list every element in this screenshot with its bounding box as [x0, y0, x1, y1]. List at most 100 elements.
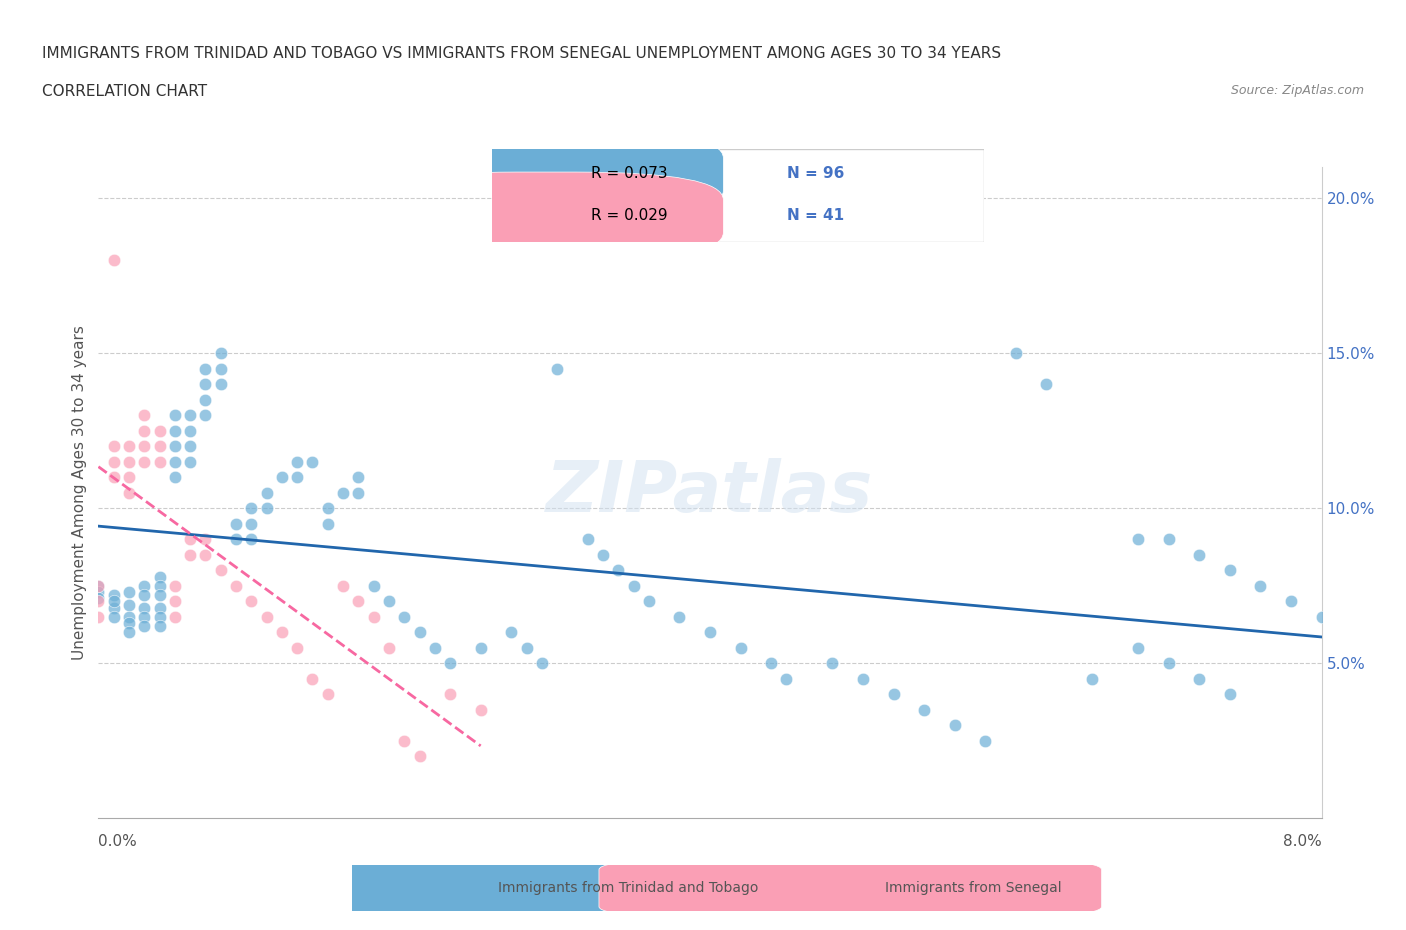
- Point: [103, 594, 125, 609]
- Point: [546, 362, 568, 377]
- Point: [316, 687, 339, 702]
- Point: [134, 455, 156, 470]
- Text: N = 41: N = 41: [787, 208, 845, 223]
- FancyBboxPatch shape: [492, 149, 984, 242]
- Point: [103, 439, 125, 454]
- Point: [194, 377, 217, 392]
- Point: [1219, 687, 1241, 702]
- Point: [592, 548, 614, 563]
- FancyBboxPatch shape: [368, 172, 723, 260]
- Point: [103, 600, 125, 615]
- Point: [149, 423, 172, 438]
- Point: [240, 516, 263, 531]
- Point: [118, 470, 141, 485]
- Point: [134, 578, 156, 593]
- Point: [103, 470, 125, 485]
- Point: [149, 588, 172, 603]
- Point: [423, 641, 446, 656]
- Point: [225, 578, 247, 593]
- Point: [149, 600, 172, 615]
- Point: [194, 532, 217, 547]
- Point: [1157, 656, 1180, 671]
- Point: [363, 609, 385, 624]
- Point: [134, 439, 156, 454]
- Point: [439, 687, 461, 702]
- Point: [225, 516, 247, 531]
- Text: CORRELATION CHART: CORRELATION CHART: [42, 84, 207, 99]
- Point: [149, 439, 172, 454]
- Point: [1310, 609, 1333, 624]
- Point: [118, 616, 141, 631]
- Point: [759, 656, 782, 671]
- Point: [316, 501, 339, 516]
- Point: [134, 408, 156, 423]
- Point: [87, 594, 110, 609]
- Point: [256, 501, 278, 516]
- Point: [134, 609, 156, 624]
- FancyBboxPatch shape: [599, 856, 1102, 921]
- Point: [1128, 641, 1150, 656]
- Point: [530, 656, 553, 671]
- Point: [179, 423, 201, 438]
- Text: Source: ZipAtlas.com: Source: ZipAtlas.com: [1230, 84, 1364, 97]
- Point: [1279, 594, 1302, 609]
- Point: [347, 470, 370, 485]
- Point: [240, 594, 263, 609]
- Point: [301, 455, 323, 470]
- Point: [149, 569, 172, 584]
- Point: [118, 585, 141, 600]
- Point: [1249, 578, 1271, 593]
- Point: [179, 548, 201, 563]
- Point: [347, 594, 370, 609]
- Point: [1004, 346, 1026, 361]
- Y-axis label: Unemployment Among Ages 30 to 34 years: Unemployment Among Ages 30 to 34 years: [72, 326, 87, 660]
- Point: [363, 578, 385, 593]
- Text: 0.0%: 0.0%: [98, 834, 138, 849]
- Text: R = 0.073: R = 0.073: [591, 166, 666, 181]
- Point: [179, 439, 201, 454]
- Point: [87, 578, 110, 593]
- Point: [163, 455, 186, 470]
- Point: [149, 618, 172, 633]
- Point: [821, 656, 844, 671]
- Point: [118, 439, 141, 454]
- Point: [87, 591, 110, 605]
- Point: [209, 377, 232, 392]
- Point: [118, 597, 141, 612]
- Point: [470, 702, 492, 717]
- Point: [163, 439, 186, 454]
- Point: [149, 455, 172, 470]
- Point: [332, 485, 354, 500]
- Point: [225, 532, 247, 547]
- Point: [163, 594, 186, 609]
- Point: [439, 656, 461, 671]
- Point: [179, 408, 201, 423]
- Point: [163, 609, 186, 624]
- Point: [194, 548, 217, 563]
- Point: [912, 702, 935, 717]
- Point: [285, 641, 308, 656]
- Point: [1188, 671, 1211, 686]
- Point: [332, 578, 354, 593]
- Point: [163, 470, 186, 485]
- Point: [668, 609, 690, 624]
- Text: Immigrants from Trinidad and Tobago: Immigrants from Trinidad and Tobago: [499, 881, 759, 896]
- Point: [285, 455, 308, 470]
- Point: [118, 625, 141, 640]
- Point: [392, 609, 416, 624]
- Point: [256, 485, 278, 500]
- Point: [408, 749, 430, 764]
- Point: [1128, 532, 1150, 547]
- Point: [103, 609, 125, 624]
- Point: [974, 734, 997, 749]
- Point: [149, 578, 172, 593]
- Text: 8.0%: 8.0%: [1282, 834, 1322, 849]
- Point: [209, 563, 232, 578]
- Point: [134, 618, 156, 633]
- Point: [1081, 671, 1104, 686]
- Point: [285, 470, 308, 485]
- Point: [163, 408, 186, 423]
- Point: [378, 594, 401, 609]
- Point: [607, 563, 630, 578]
- Point: [118, 485, 141, 500]
